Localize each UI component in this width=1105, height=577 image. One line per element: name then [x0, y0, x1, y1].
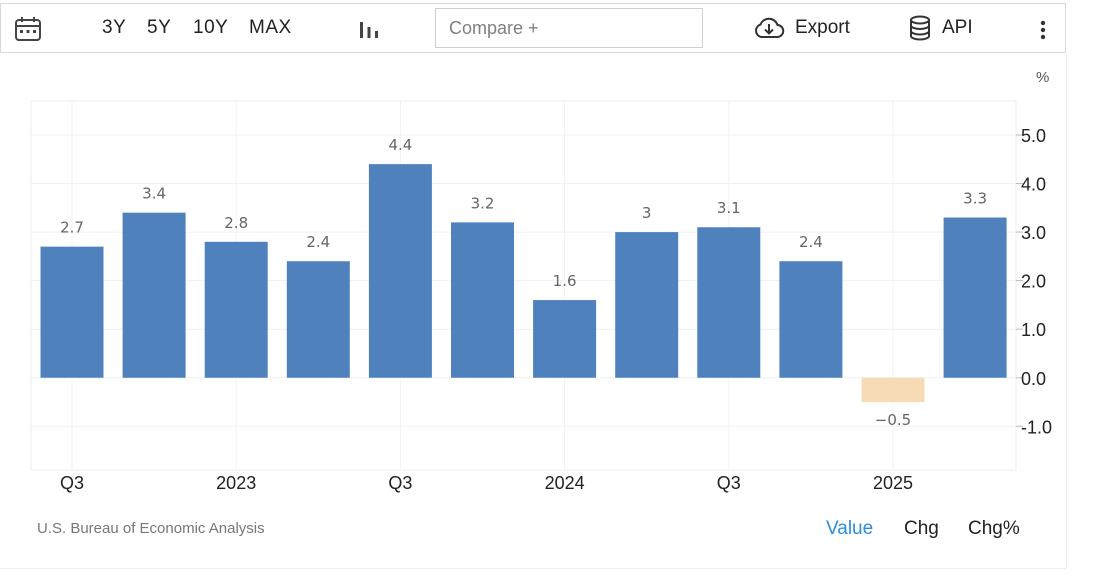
compare-input[interactable]	[435, 8, 703, 48]
bar	[40, 246, 104, 378]
range-max-button[interactable]: MAX	[249, 17, 292, 38]
bar-chart-icon[interactable]	[358, 18, 380, 40]
bar	[861, 377, 925, 403]
chart-toolbar: 3Y 5Y 10Y MAX Export API	[0, 3, 1066, 53]
range-5y-button[interactable]: 5Y	[147, 17, 172, 38]
y-tick-label: 3.0	[1021, 223, 1046, 243]
bar	[368, 164, 432, 378]
y-tick-label: -1.0	[1021, 417, 1052, 437]
panel-border	[0, 568, 1066, 569]
y-unit-label: %	[1036, 69, 1049, 86]
x-tick-label: 2023	[216, 473, 256, 493]
y-tick-label: 1.0	[1021, 320, 1046, 340]
calendar-icon[interactable]	[14, 16, 42, 42]
x-tick-label: 2024	[545, 473, 585, 493]
x-tick-label: Q3	[717, 473, 741, 493]
bar	[286, 261, 350, 378]
x-tick-label: 2025	[873, 473, 913, 493]
bar-chart: 5.0 4.0 3.0 2.0 1.0 0.0 -1.0% 2.7 3.4 2.8 2.4 4.4 3.…	[30, 69, 1052, 493]
api-label: API	[942, 17, 973, 38]
data-label: 4.4	[388, 136, 412, 154]
toggle-chg-button[interactable]: Chg	[904, 518, 939, 539]
data-label: 2.8	[224, 214, 248, 232]
data-label: −0.5	[875, 411, 911, 429]
export-button[interactable]: Export	[753, 4, 850, 52]
bar	[943, 217, 1007, 378]
data-label: 2.7	[60, 219, 84, 237]
x-tick-label: Q3	[60, 473, 84, 493]
api-button[interactable]: API	[908, 4, 973, 52]
data-label: 3.2	[471, 194, 495, 212]
plot-frame	[30, 100, 1017, 471]
data-label: 3.1	[717, 199, 741, 217]
toggle-value-button[interactable]: Value	[826, 518, 874, 539]
data-label: 3.3	[963, 190, 987, 208]
cloud-download-icon	[755, 17, 785, 38]
data-label: 3.4	[142, 185, 166, 203]
y-tick-label: 2.0	[1021, 272, 1046, 292]
source-label: U.S. Bureau of Economic Analysis	[37, 520, 265, 537]
bar	[122, 212, 186, 378]
y-tick-label: 5.0	[1021, 126, 1046, 146]
more-vertical-icon[interactable]	[1033, 20, 1053, 40]
y-tick-label: 0.0	[1021, 369, 1046, 389]
bar	[615, 232, 679, 378]
range-10y-button[interactable]: 10Y	[193, 17, 229, 38]
x-tick-label: Q3	[388, 473, 412, 493]
database-icon	[910, 15, 930, 41]
panel-border	[1066, 53, 1067, 568]
bar	[451, 222, 514, 378]
y-tick-label: 4.0	[1021, 175, 1046, 195]
toggle-chg-pct-button[interactable]: Chg%	[968, 518, 1020, 539]
data-label: 1.6	[553, 272, 577, 290]
bar	[779, 261, 843, 378]
bar	[533, 300, 597, 378]
export-label: Export	[795, 17, 850, 38]
bar	[204, 241, 268, 378]
data-label: 3	[642, 204, 652, 222]
range-3y-button[interactable]: 3Y	[102, 17, 127, 38]
data-label: 2.4	[799, 233, 823, 251]
data-label: 2.4	[306, 233, 330, 251]
bar	[697, 227, 761, 378]
